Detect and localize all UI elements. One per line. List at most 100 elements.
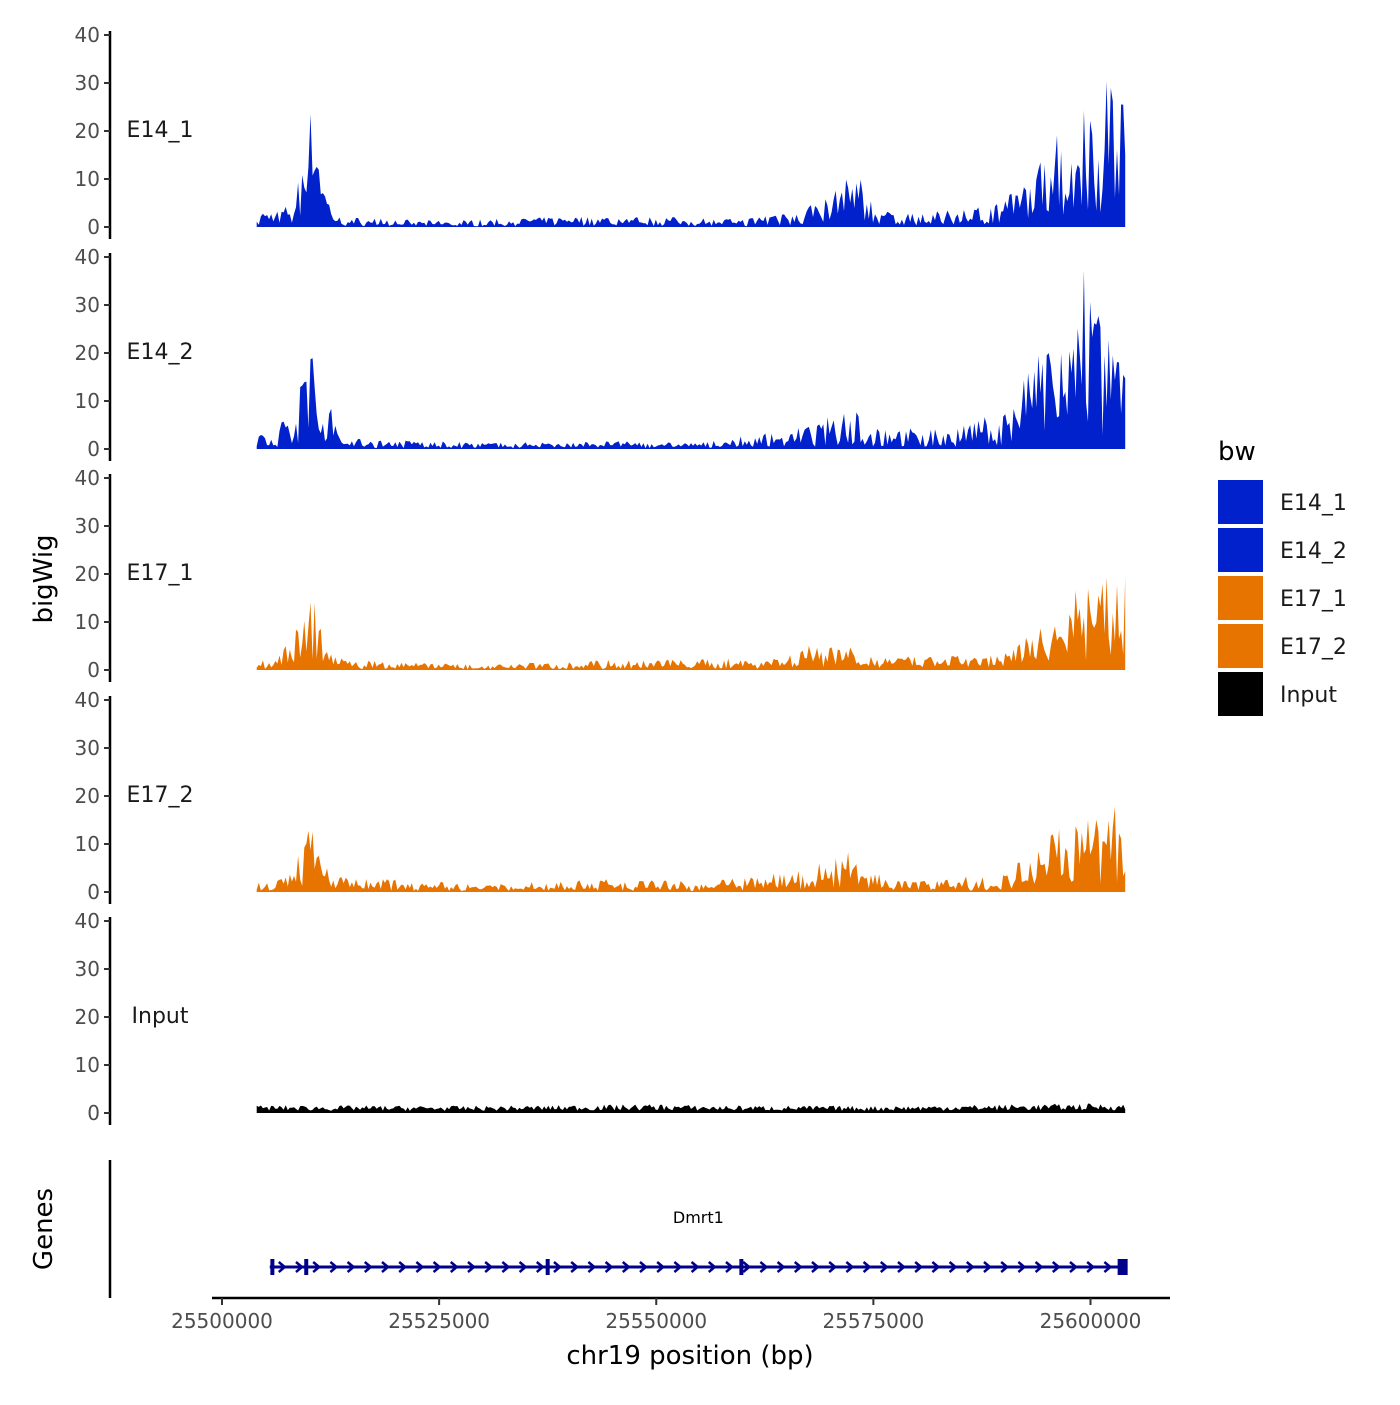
coverage-area-E17_1: [256, 576, 1126, 670]
y-tick-label: 40: [75, 909, 100, 933]
strand-arrow: [329, 1261, 339, 1273]
y-tick-label: 10: [75, 389, 100, 413]
y-tick-label: 40: [75, 245, 100, 269]
strand-arrow: [862, 1261, 872, 1273]
strand-arrow: [553, 1261, 562, 1273]
y-tick-label: 20: [75, 784, 100, 808]
exon-block: [1117, 1259, 1128, 1275]
strand-arrow: [621, 1261, 631, 1273]
legend-swatch: [1218, 528, 1263, 572]
strand-arrow: [811, 1261, 820, 1273]
strand-arrow: [277, 1261, 287, 1273]
track-E17_2: 0 10 20 30 40 E17_2: [75, 688, 1126, 904]
y-tick-label: 30: [75, 736, 100, 760]
track-label: E14_1: [127, 118, 194, 143]
strand-arrow: [931, 1261, 941, 1273]
track-label: E14_2: [127, 340, 194, 365]
coverage-area-E14_1: [256, 81, 1126, 227]
strand-arrow: [983, 1261, 992, 1273]
strand-arrow: [759, 1261, 769, 1273]
strand-arrow: [897, 1261, 906, 1273]
x-axis: 25500000 25525000 25550000 25575000 25600000: [171, 1296, 1170, 1333]
strand-arrow: [346, 1261, 356, 1273]
y-tick-label: 30: [75, 957, 100, 981]
gene-name-label: Dmrt1: [673, 1208, 724, 1227]
legend: bw E14_1 E14_2 E17_1 E17_2 Input: [1218, 437, 1347, 716]
strand-arrow: [484, 1261, 494, 1273]
y-tick-label: 20: [75, 341, 100, 365]
y-tick-label: 0: [87, 437, 100, 461]
legend-swatch: [1218, 576, 1263, 620]
genes-track: Dmrt1: [108, 1160, 1128, 1298]
strand-arrow: [449, 1261, 459, 1273]
strand-arrow: [312, 1261, 322, 1273]
genes-track-title: Genes: [29, 1188, 59, 1270]
strand-arrow: [1034, 1261, 1044, 1273]
strand-arrow: [914, 1261, 924, 1273]
legend-label: Input: [1280, 683, 1337, 708]
track-Input: 0 10 20 30 40 Input: [75, 909, 1126, 1125]
track-label: E17_1: [127, 561, 194, 586]
track-E14_2: 0 10 20 30 40 E14_2: [75, 245, 1126, 461]
y-tick-label: 10: [75, 167, 100, 191]
strand-arrow: [415, 1261, 425, 1273]
strand-arrow: [1086, 1261, 1096, 1273]
track-E17_1: 0 10 20 30 40 E17_1: [75, 466, 1126, 682]
y-tick-label: 20: [75, 1005, 100, 1029]
strand-arrow: [570, 1261, 580, 1273]
y-tick-label: 0: [87, 658, 100, 682]
y-tick-label: 10: [75, 832, 100, 856]
legend-label: E14_2: [1280, 539, 1347, 564]
strand-arrow: [467, 1261, 476, 1273]
y-tick-label: 0: [87, 215, 100, 239]
exon-block: [270, 1259, 275, 1275]
y-tick-label: 30: [75, 293, 100, 317]
strand-arrow: [948, 1261, 958, 1273]
coverage-area-Input: [256, 1103, 1126, 1113]
strand-arrow: [776, 1261, 786, 1273]
strand-arrow: [845, 1261, 855, 1273]
strand-arrow: [742, 1261, 752, 1273]
legend-label: E17_1: [1280, 587, 1347, 612]
strand-arrow: [1103, 1261, 1113, 1273]
strand-arrow: [707, 1261, 717, 1273]
strand-arrow: [501, 1261, 511, 1273]
strand-arrow: [879, 1261, 889, 1273]
x-tick-label: 25550000: [605, 1309, 707, 1333]
x-axis-title: chr19 position (bp): [566, 1341, 813, 1371]
x-tick-label: 25600000: [1040, 1309, 1142, 1333]
x-tick-label: 25500000: [171, 1309, 273, 1333]
strand-arrow: [604, 1261, 614, 1273]
legend-label: E17_2: [1280, 635, 1347, 660]
strand-arrow: [381, 1261, 390, 1273]
strand-arrow: [1000, 1261, 1010, 1273]
track-E14_1: 0 10 20 30 40 E14_1: [75, 23, 1126, 239]
strand-arrow: [398, 1261, 408, 1273]
strand-arrow: [1017, 1261, 1027, 1273]
y-tick-label: 0: [87, 880, 100, 904]
legend-title: bw: [1218, 437, 1256, 467]
y-tick-label: 10: [75, 610, 100, 634]
y-tick-label: 20: [75, 119, 100, 143]
exon-block: [739, 1259, 744, 1275]
y-tick-label: 40: [75, 466, 100, 490]
track-label: Input: [132, 1004, 189, 1029]
strand-arrow: [1069, 1261, 1078, 1273]
y-axis-title: bigWig: [29, 534, 59, 623]
strand-arrow: [965, 1261, 975, 1273]
x-tick-label: 25525000: [388, 1309, 490, 1333]
strand-arrow: [639, 1261, 648, 1273]
legend-swatch: [1218, 624, 1263, 668]
coverage-tracks: 0 10 20 30 40 E14_1 0 10 20 30 40 E14_2 0 10 20 30 40 E17…: [75, 23, 1126, 1125]
coverage-area-E14_2: [256, 270, 1126, 449]
gene-Dmrt1: Dmrt1: [269, 1208, 1128, 1275]
strand-arrow: [1051, 1261, 1061, 1273]
strand-arrow: [656, 1261, 666, 1273]
legend-label: E14_1: [1280, 491, 1347, 516]
strand-arrow: [518, 1261, 528, 1273]
x-tick-label: 25575000: [822, 1309, 924, 1333]
y-tick-label: 10: [75, 1053, 100, 1077]
y-tick-label: 30: [75, 514, 100, 538]
